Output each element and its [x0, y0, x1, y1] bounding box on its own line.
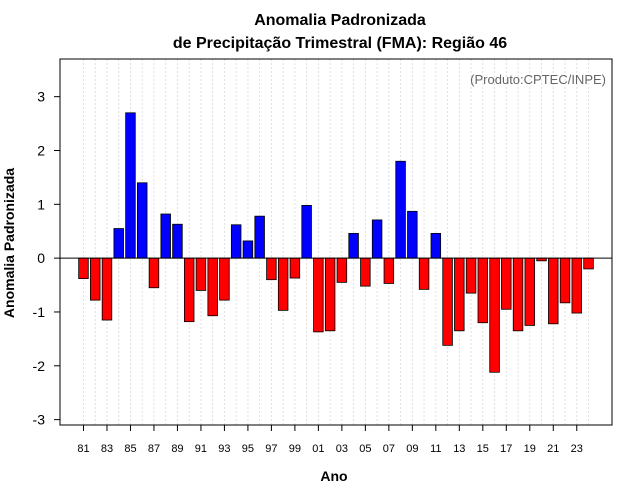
bar-87 [148, 257, 160, 289]
bar-21 [548, 257, 559, 325]
bar-95 [242, 240, 254, 259]
y-tick-label: -2 [33, 358, 46, 374]
x-tick-label: 13 [453, 443, 465, 455]
bar-05 [360, 257, 371, 287]
x-tick-label: 99 [289, 443, 301, 455]
bar-15 [477, 257, 489, 324]
bar-16 [489, 257, 500, 373]
y-tick-label: 3 [37, 89, 45, 105]
x-tick-label: 83 [101, 443, 113, 455]
bar-08 [395, 160, 406, 259]
bar-10 [418, 257, 430, 290]
x-tick-label: 11 [430, 443, 441, 455]
x-tick-label: 95 [242, 443, 254, 455]
y-tick-label: -3 [33, 412, 46, 428]
x-tick-label: 15 [477, 443, 489, 455]
x-tick-label: 93 [218, 443, 230, 455]
bar-02 [324, 257, 336, 332]
bars-group [78, 112, 594, 373]
bar-03 [336, 257, 348, 283]
y-tick-label: 1 [37, 196, 45, 212]
bar-89 [172, 223, 183, 259]
chart-title-line1: Anomalia Padronizada [254, 12, 426, 29]
bar-84 [113, 228, 124, 259]
bar-82 [90, 257, 101, 301]
bar-13 [454, 257, 465, 332]
bar-92 [207, 257, 218, 317]
y-tick-label: 2 [37, 143, 45, 159]
x-axis: 81 83 85 87 89 91 93 95 97 99 01 03 05 07 09 11 13 15 17 19… [77, 425, 583, 455]
bar-24 [583, 257, 594, 270]
bar-91 [195, 257, 207, 291]
x-tick-label: 87 [148, 443, 160, 455]
x-tick-label: 85 [124, 443, 136, 455]
x-tick-label: 97 [265, 443, 277, 455]
bar-90 [183, 257, 195, 323]
y-tick-label: -1 [33, 304, 46, 320]
x-tick-label: 17 [500, 443, 512, 455]
x-axis-title: Ano [320, 468, 347, 484]
bar-98 [277, 257, 289, 311]
y-axis: -3 -2 -1 0 1 2 3 [33, 89, 60, 428]
y-tick-label: 0 [37, 250, 45, 266]
x-tick-label: 07 [383, 443, 395, 455]
bar-11 [430, 232, 442, 259]
source-annotation: (Produto:CPTEC/INPE) [470, 72, 606, 87]
bar-99 [289, 257, 301, 279]
bar-96 [254, 215, 265, 259]
chart-title-line2: de Precipitação Trimestral (FMA): Região… [173, 35, 507, 52]
x-tick-label: 09 [406, 443, 418, 455]
x-tick-label: 23 [571, 443, 583, 455]
bar-19 [524, 257, 535, 326]
x-tick-label: 19 [524, 443, 536, 455]
bar-22 [559, 257, 571, 304]
x-tick-label: 81 [77, 443, 89, 455]
bar-07 [383, 257, 395, 284]
bar-17 [501, 257, 512, 310]
bar-86 [136, 182, 148, 259]
bar-97 [266, 257, 277, 281]
x-tick-label: 91 [195, 443, 207, 455]
bar-18 [512, 257, 524, 332]
bar-06 [371, 219, 383, 259]
bar-94 [230, 224, 242, 259]
bar-88 [160, 213, 171, 259]
plot-frame [59, 58, 613, 426]
bar-23 [571, 257, 582, 314]
x-tick-label: 21 [547, 443, 559, 455]
x-tick-label: 01 [312, 443, 324, 455]
vertical-grid [83, 59, 589, 425]
bar-00 [301, 204, 312, 259]
bar-14 [465, 257, 477, 294]
bar-12 [442, 257, 453, 346]
x-tick-label: 03 [336, 443, 348, 455]
bar-01 [313, 257, 324, 333]
y-axis-title: Anomalia Padronizada [1, 168, 17, 318]
bar-85 [125, 112, 136, 259]
bar-81 [78, 257, 89, 279]
bar-83 [101, 257, 113, 321]
x-tick-label: 05 [359, 443, 371, 455]
x-tick-label: 89 [171, 443, 183, 455]
bar-93 [219, 257, 230, 301]
bar-04 [348, 232, 359, 259]
bar-09 [407, 210, 418, 259]
